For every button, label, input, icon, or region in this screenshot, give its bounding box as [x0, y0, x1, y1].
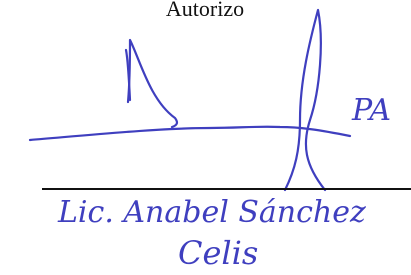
signer-name: Lic. Anabel Sánchez [57, 195, 366, 230]
signer-name-line2: Celis [178, 234, 258, 272]
document: Autorizo PA Lic. Anabel Sánchez Celis [0, 0, 411, 275]
initials: PA [351, 93, 391, 128]
page: {"header": {"title": "Autorizo"}, "signa… [0, 0, 411, 275]
signature-stroke [128, 40, 177, 127]
signature-stroke [285, 10, 325, 190]
signature-stroke [30, 127, 350, 140]
title: Autorizo [166, 0, 244, 21]
